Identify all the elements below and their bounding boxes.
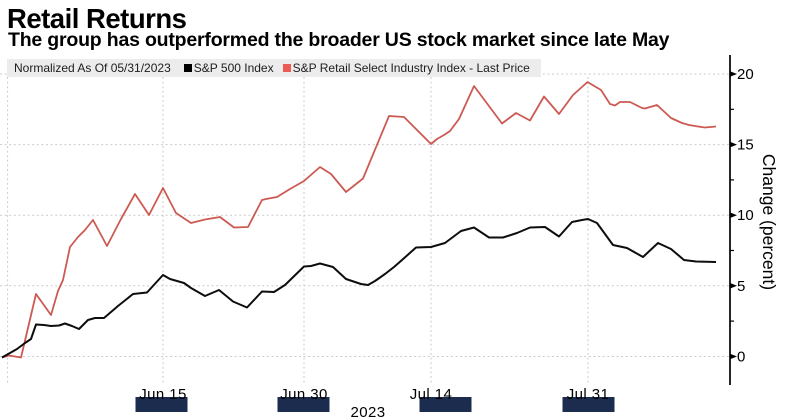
svg-text:Jul 14: Jul 14 bbox=[410, 386, 452, 403]
svg-text:Jun 15: Jun 15 bbox=[139, 386, 186, 403]
svg-text:5: 5 bbox=[737, 278, 745, 295]
svg-text:10: 10 bbox=[737, 207, 754, 224]
svg-text:Change (percent): Change (percent) bbox=[759, 154, 779, 290]
svg-text:2023: 2023 bbox=[351, 404, 386, 420]
svg-text:Jul 31: Jul 31 bbox=[567, 386, 609, 403]
svg-text:20: 20 bbox=[737, 66, 754, 83]
svg-text:0: 0 bbox=[737, 349, 745, 366]
svg-text:15: 15 bbox=[737, 137, 754, 154]
svg-text:Jun 30: Jun 30 bbox=[280, 386, 327, 403]
